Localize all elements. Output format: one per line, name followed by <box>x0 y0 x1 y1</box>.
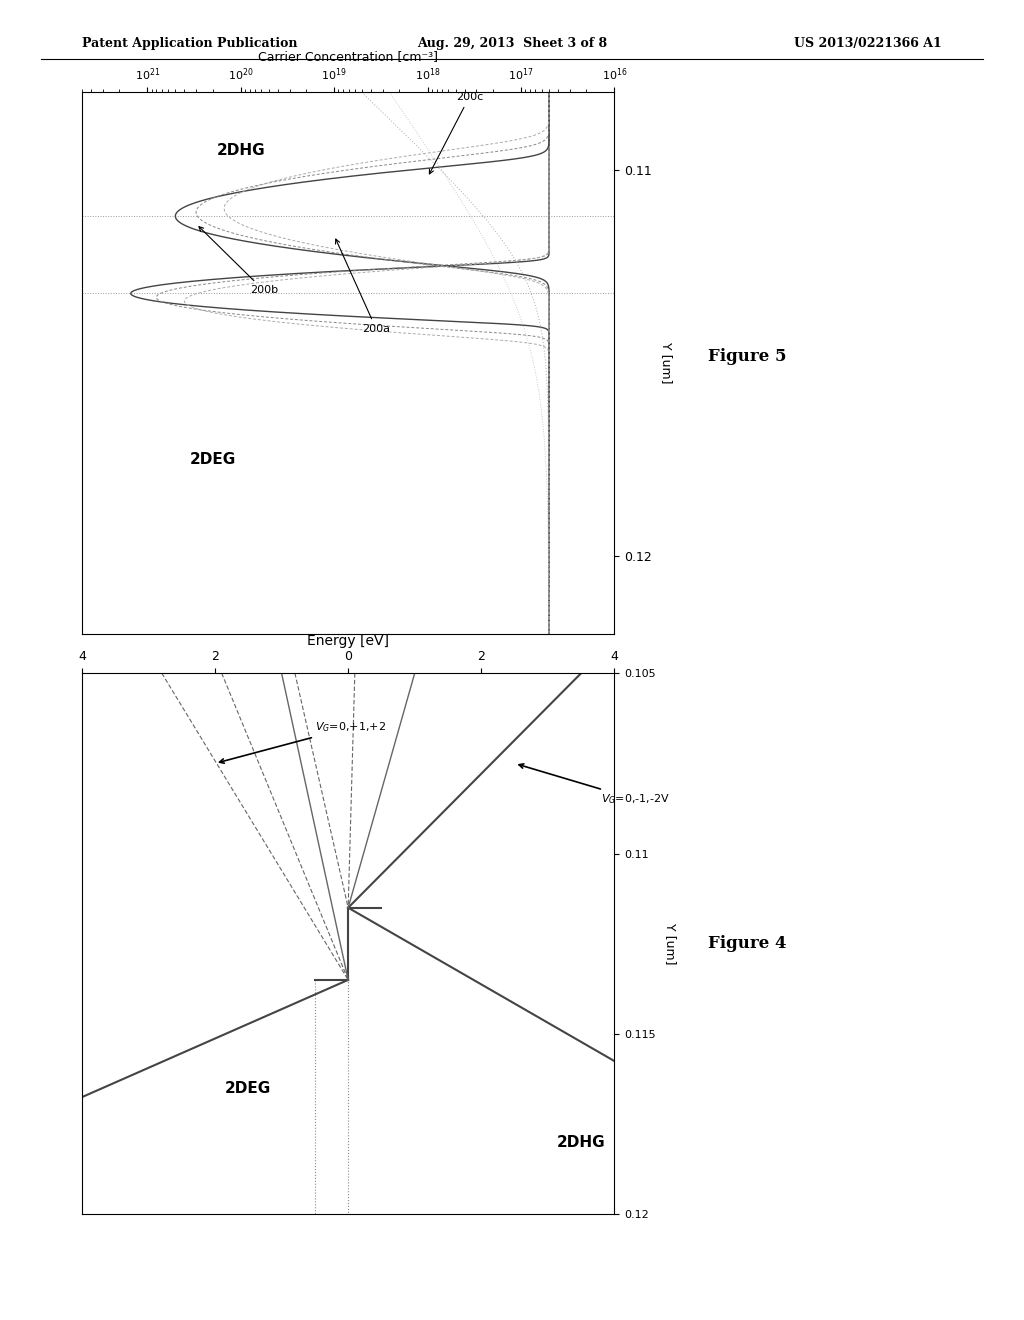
Text: Patent Application Publication: Patent Application Publication <box>82 37 297 50</box>
Text: 2DEG: 2DEG <box>189 453 236 467</box>
X-axis label: Energy [eV]: Energy [eV] <box>307 634 389 648</box>
Text: 2DHG: 2DHG <box>557 1135 605 1150</box>
Text: Figure 4: Figure 4 <box>709 936 786 952</box>
X-axis label: Carrier Concentration [cm⁻³]: Carrier Concentration [cm⁻³] <box>258 50 438 63</box>
Text: $V_G$=0,+1,+2: $V_G$=0,+1,+2 <box>219 721 386 763</box>
Text: 200a: 200a <box>336 239 390 334</box>
Y-axis label: Y [um]: Y [um] <box>664 923 677 965</box>
Text: US 2013/0221366 A1: US 2013/0221366 A1 <box>795 37 942 50</box>
Y-axis label: Y [um]: Y [um] <box>659 342 673 384</box>
Text: 200b: 200b <box>199 227 278 296</box>
Text: 200c: 200c <box>429 92 483 174</box>
Text: 2DHG: 2DHG <box>216 143 265 158</box>
Text: Aug. 29, 2013  Sheet 3 of 8: Aug. 29, 2013 Sheet 3 of 8 <box>417 37 607 50</box>
Text: Figure 5: Figure 5 <box>709 348 786 364</box>
Text: $V_G$=0,-1,-2V: $V_G$=0,-1,-2V <box>519 764 670 807</box>
Text: 2DEG: 2DEG <box>225 1081 271 1096</box>
